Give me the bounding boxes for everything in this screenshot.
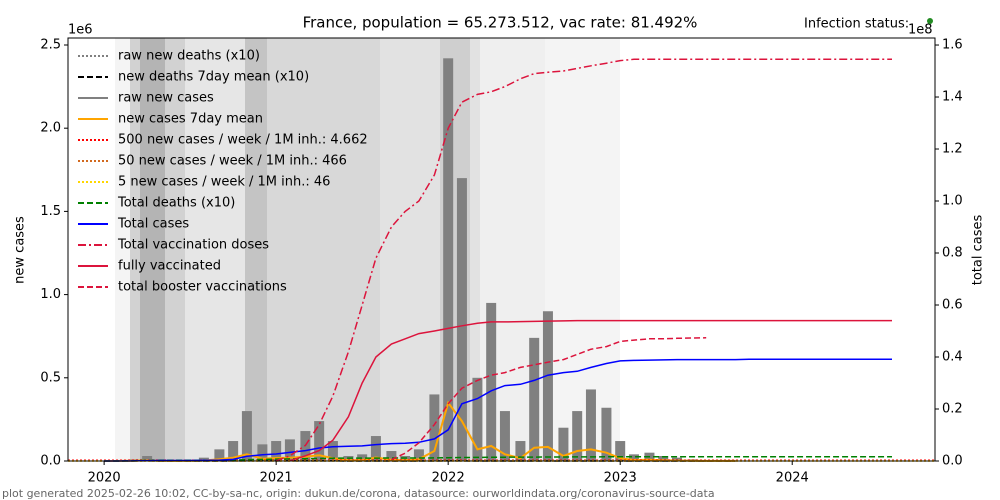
bar [314, 421, 325, 461]
status-band [267, 38, 380, 461]
legend-label: new deaths 7day mean (x10) [118, 70, 309, 85]
plot-frame [67, 37, 936, 462]
bar [542, 311, 553, 461]
bar [443, 58, 454, 462]
status-band [245, 38, 267, 461]
bar [456, 178, 467, 462]
y2-tick-label: 0.2 [942, 402, 963, 417]
legend-label: Total deaths (x10) [117, 196, 235, 211]
x-tick-label: 2023 [604, 471, 637, 486]
bar [515, 441, 526, 461]
chart-title: France, population = 65.273.512, vac rat… [303, 14, 698, 32]
bar [558, 427, 569, 461]
bar [671, 457, 682, 461]
status-band [185, 38, 245, 461]
bar [472, 377, 483, 461]
series-line [391, 337, 707, 461]
bar [601, 407, 612, 461]
legend: raw new deaths (x10) new deaths 7day mean… [78, 49, 368, 295]
bar [327, 441, 338, 461]
legend-label: fully vaccinated [118, 259, 221, 274]
y2-tick-label: 1.2 [942, 142, 963, 157]
status-band [140, 38, 165, 461]
legend-label: Total vaccination doses [117, 238, 269, 253]
y-tick-label: 1.5 [40, 204, 61, 219]
legend-label: raw new deaths (x10) [118, 49, 260, 64]
x-tick-label: 2020 [88, 471, 121, 486]
y2-tick-label: 1.0 [942, 194, 963, 209]
footer: plot generated 2025-02-26 10:02, CC-by-s… [2, 487, 715, 500]
y-multiplier: 1e6 [68, 23, 93, 38]
y-tick-label: 0.0 [40, 454, 61, 469]
bar [499, 411, 510, 461]
bar [370, 436, 381, 461]
x-tick-label: 2021 [260, 471, 293, 486]
y2-tick-label: 0.4 [942, 350, 963, 365]
y-tick-label: 2.5 [40, 37, 61, 52]
y2-multiplier: 1e8 [908, 23, 933, 38]
legend-label: 5 new cases / week / 1M inh.: 46 [118, 175, 330, 190]
bar [142, 456, 153, 461]
y2-tick-label: 0.0 [942, 454, 963, 469]
status-label: Infection status: [804, 17, 909, 32]
bar [615, 441, 626, 461]
bar [658, 456, 669, 461]
y-tick-label: 0.5 [40, 370, 61, 385]
y2-tick-label: 1.4 [942, 90, 963, 105]
bar [198, 457, 209, 461]
bar [413, 449, 424, 461]
y2-tick-label: 0.8 [942, 246, 963, 261]
status-dot [927, 18, 933, 24]
y2-axis-label: total cases [971, 215, 986, 286]
bar [486, 302, 497, 461]
legend-label: total booster vaccinations [118, 280, 287, 295]
series-line [289, 319, 892, 462]
bar [529, 337, 540, 461]
legend-label: new cases 7day mean [118, 112, 263, 127]
bar [271, 441, 282, 461]
bar [386, 451, 397, 461]
x-tick-label: 2022 [432, 471, 465, 486]
y2-tick-label: 1.6 [942, 38, 963, 53]
x-tick-label: 2024 [776, 471, 809, 486]
legend-label: 50 new cases / week / 1M inh.: 466 [118, 154, 347, 169]
legend-label: 500 new cases / week / 1M inh.: 4.662 [118, 133, 368, 148]
y-axis-label: new cases [13, 216, 28, 284]
legend-label: Total cases [117, 217, 189, 232]
bar [628, 454, 639, 461]
bar [228, 441, 239, 461]
series-line [275, 58, 892, 462]
bar [257, 444, 268, 461]
bar [214, 449, 225, 461]
y-tick-label: 1.0 [40, 287, 61, 302]
series-line [104, 455, 892, 462]
y2-tick-label: 0.6 [942, 298, 963, 313]
bar [429, 394, 440, 461]
legend-label: raw new cases [118, 91, 214, 106]
y-tick-label: 2.0 [40, 121, 61, 136]
bar [241, 411, 252, 461]
bar [357, 454, 368, 461]
series-line [104, 358, 892, 462]
bar [585, 389, 596, 461]
bar [284, 439, 295, 461]
bar [572, 411, 583, 461]
